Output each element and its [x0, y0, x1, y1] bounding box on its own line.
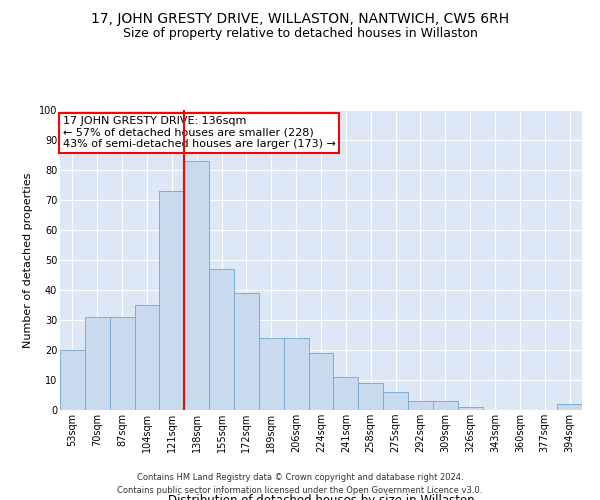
Bar — [160, 191, 184, 410]
Bar — [557, 404, 582, 410]
Bar — [134, 305, 160, 410]
Bar — [110, 317, 134, 410]
Text: Contains HM Land Registry data © Crown copyright and database right 2024.
Contai: Contains HM Land Registry data © Crown c… — [118, 474, 482, 495]
Bar — [209, 269, 234, 410]
Bar — [433, 401, 458, 410]
Bar — [334, 377, 358, 410]
Bar — [234, 293, 259, 410]
Text: Size of property relative to detached houses in Willaston: Size of property relative to detached ho… — [122, 28, 478, 40]
Bar — [458, 407, 482, 410]
Y-axis label: Number of detached properties: Number of detached properties — [23, 172, 33, 348]
Bar — [85, 317, 110, 410]
Bar — [408, 401, 433, 410]
Bar — [358, 383, 383, 410]
X-axis label: Distribution of detached houses by size in Willaston: Distribution of detached houses by size … — [167, 494, 475, 500]
Bar — [284, 338, 308, 410]
Bar — [60, 350, 85, 410]
Bar — [184, 161, 209, 410]
Bar — [259, 338, 284, 410]
Bar — [308, 353, 334, 410]
Text: 17, JOHN GRESTY DRIVE, WILLASTON, NANTWICH, CW5 6RH: 17, JOHN GRESTY DRIVE, WILLASTON, NANTWI… — [91, 12, 509, 26]
Text: 17 JOHN GRESTY DRIVE: 136sqm
← 57% of detached houses are smaller (228)
43% of s: 17 JOHN GRESTY DRIVE: 136sqm ← 57% of de… — [62, 116, 335, 149]
Bar — [383, 392, 408, 410]
